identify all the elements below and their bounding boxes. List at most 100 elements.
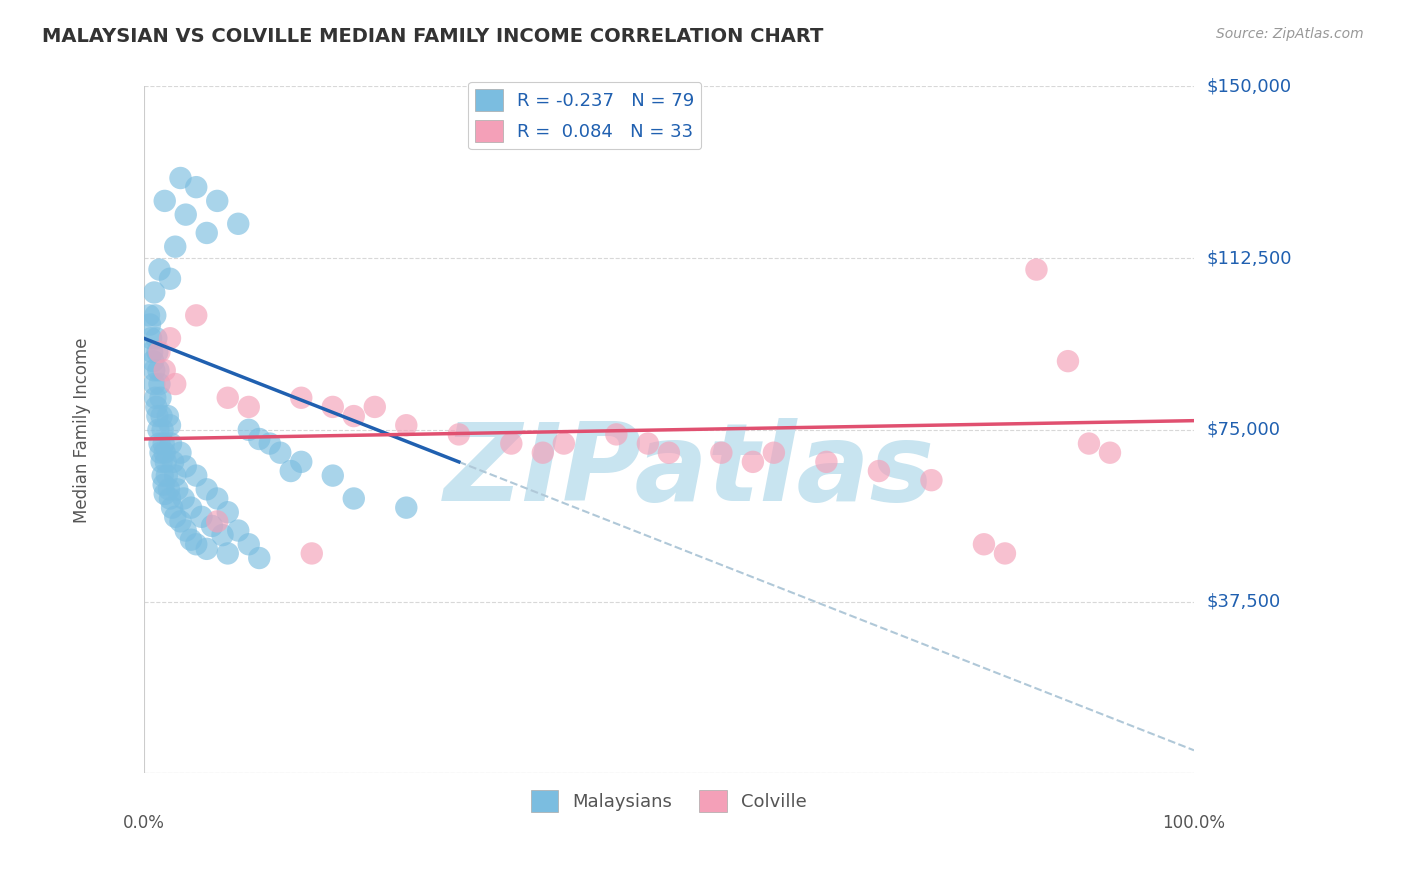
Point [238, 400, 260, 414]
Text: $37,500: $37,500 [1206, 592, 1281, 610]
Point [343, 409, 366, 423]
Point [138, 309, 160, 323]
Point [153, 487, 176, 501]
Text: MALAYSIAN VS COLVILLE MEDIAN FAMILY INCOME CORRELATION CHART: MALAYSIAN VS COLVILLE MEDIAN FAMILY INCO… [42, 27, 824, 45]
Point [238, 423, 260, 437]
Point [146, 409, 169, 423]
Point [149, 446, 172, 460]
Point [637, 436, 659, 450]
Point [159, 271, 181, 285]
Point [301, 546, 323, 560]
Point [658, 446, 681, 460]
Point [322, 468, 344, 483]
Text: 0.0%: 0.0% [122, 814, 165, 832]
Point [153, 363, 176, 377]
Point [201, 519, 224, 533]
Point [395, 418, 418, 433]
Point [501, 436, 523, 450]
Point [159, 491, 181, 506]
Text: Median Family Income: Median Family Income [73, 337, 91, 523]
Point [238, 537, 260, 551]
Point [160, 500, 183, 515]
Text: 100.0%: 100.0% [1163, 814, 1226, 832]
Point [195, 226, 218, 240]
Point [143, 309, 166, 323]
Point [186, 468, 208, 483]
Point [710, 446, 733, 460]
Point [226, 524, 249, 538]
Point [165, 377, 187, 392]
Point [149, 391, 172, 405]
Point [160, 436, 183, 450]
Point [162, 455, 184, 469]
Point [139, 318, 162, 332]
Point [159, 331, 181, 345]
Point [141, 345, 163, 359]
Point [531, 446, 554, 460]
Point [186, 309, 208, 323]
Point [247, 432, 270, 446]
Point [195, 483, 218, 497]
Point [186, 180, 208, 194]
Point [148, 345, 170, 359]
Point [395, 500, 418, 515]
Point [143, 391, 166, 405]
Point [207, 194, 229, 208]
Point [152, 468, 174, 483]
Point [169, 515, 191, 529]
Point [973, 537, 995, 551]
Point [156, 468, 179, 483]
Point [180, 500, 202, 515]
Point [165, 468, 187, 483]
Point [150, 455, 173, 469]
Point [169, 171, 191, 186]
Point [143, 285, 166, 300]
Point [994, 546, 1017, 560]
Point [148, 423, 170, 437]
Point [157, 483, 180, 497]
Point [166, 483, 188, 497]
Point [280, 464, 302, 478]
Text: $75,000: $75,000 [1206, 421, 1281, 439]
Point [553, 436, 575, 450]
Point [153, 194, 176, 208]
Point [152, 477, 174, 491]
Point [139, 331, 162, 345]
Point [211, 528, 233, 542]
Point [146, 345, 169, 359]
Point [920, 473, 942, 487]
Point [174, 459, 197, 474]
Point [148, 377, 170, 392]
Point [269, 446, 291, 460]
Legend: Malaysians, Colville: Malaysians, Colville [524, 782, 814, 819]
Point [173, 491, 195, 506]
Point [868, 464, 890, 478]
Point [605, 427, 627, 442]
Point [364, 400, 387, 414]
Point [174, 208, 197, 222]
Point [217, 546, 239, 560]
Point [190, 509, 212, 524]
Point [145, 400, 167, 414]
Point [762, 446, 785, 460]
Point [247, 551, 270, 566]
Text: Source: ZipAtlas.com: Source: ZipAtlas.com [1216, 27, 1364, 41]
Point [1025, 262, 1047, 277]
Point [207, 491, 229, 506]
Point [1057, 354, 1080, 368]
Text: $112,500: $112,500 [1206, 249, 1292, 267]
Point [343, 491, 366, 506]
Point [322, 400, 344, 414]
Point [447, 427, 470, 442]
Point [186, 537, 208, 551]
Point [195, 541, 218, 556]
Point [143, 377, 166, 392]
Point [259, 436, 281, 450]
Point [156, 409, 179, 423]
Point [152, 423, 174, 437]
Point [142, 354, 165, 368]
Point [226, 217, 249, 231]
Point [152, 436, 174, 450]
Point [159, 418, 181, 433]
Point [290, 391, 312, 405]
